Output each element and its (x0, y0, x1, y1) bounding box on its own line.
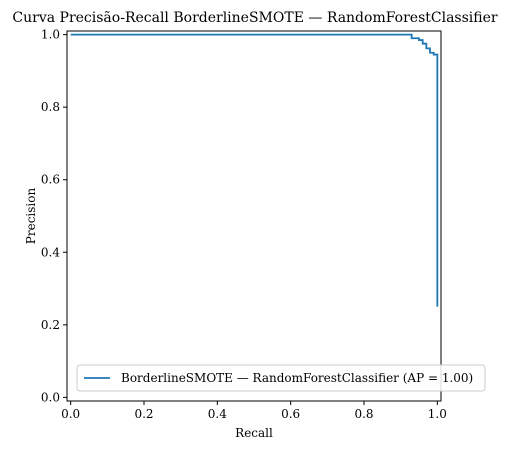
legend-box (76, 364, 486, 392)
x-tick-label: 0.2 (134, 407, 153, 421)
y-axis-label: Precision (24, 188, 38, 245)
y-tick-label: 0.4 (41, 245, 60, 259)
plot-area (70, 33, 439, 307)
x-tick-label: 0.4 (208, 407, 227, 421)
legend-entry-label: BorderlineSMOTE — RandomForestClassifier… (121, 371, 473, 385)
y-tick-label: 0.0 (41, 390, 60, 404)
legend: BorderlineSMOTE — RandomForestClassifier… (76, 364, 486, 392)
y-tick-label: 0.2 (41, 318, 60, 332)
x-tick-label: 0.8 (354, 407, 373, 421)
axes-frame (66, 30, 442, 402)
y-tick-label: 1.0 (41, 28, 60, 42)
series-line (70, 33, 439, 307)
x-axis-ticks: 0.0 0.2 0.4 0.6 0.8 1.0 (61, 401, 447, 421)
x-tick-label: 0.6 (281, 407, 300, 421)
x-axis-label: Recall (235, 426, 273, 440)
y-tick-label: 0.6 (41, 173, 60, 187)
y-tick-label: 0.8 (41, 100, 60, 114)
x-tick-label: 0.0 (61, 407, 80, 421)
x-tick-label: 1.0 (428, 407, 447, 421)
y-axis-ticks: 0.0 0.2 0.4 0.6 0.8 1.0 (41, 28, 67, 404)
chart-title: Curva Precisão-Recall BorderlineSMOTE — … (12, 10, 497, 26)
